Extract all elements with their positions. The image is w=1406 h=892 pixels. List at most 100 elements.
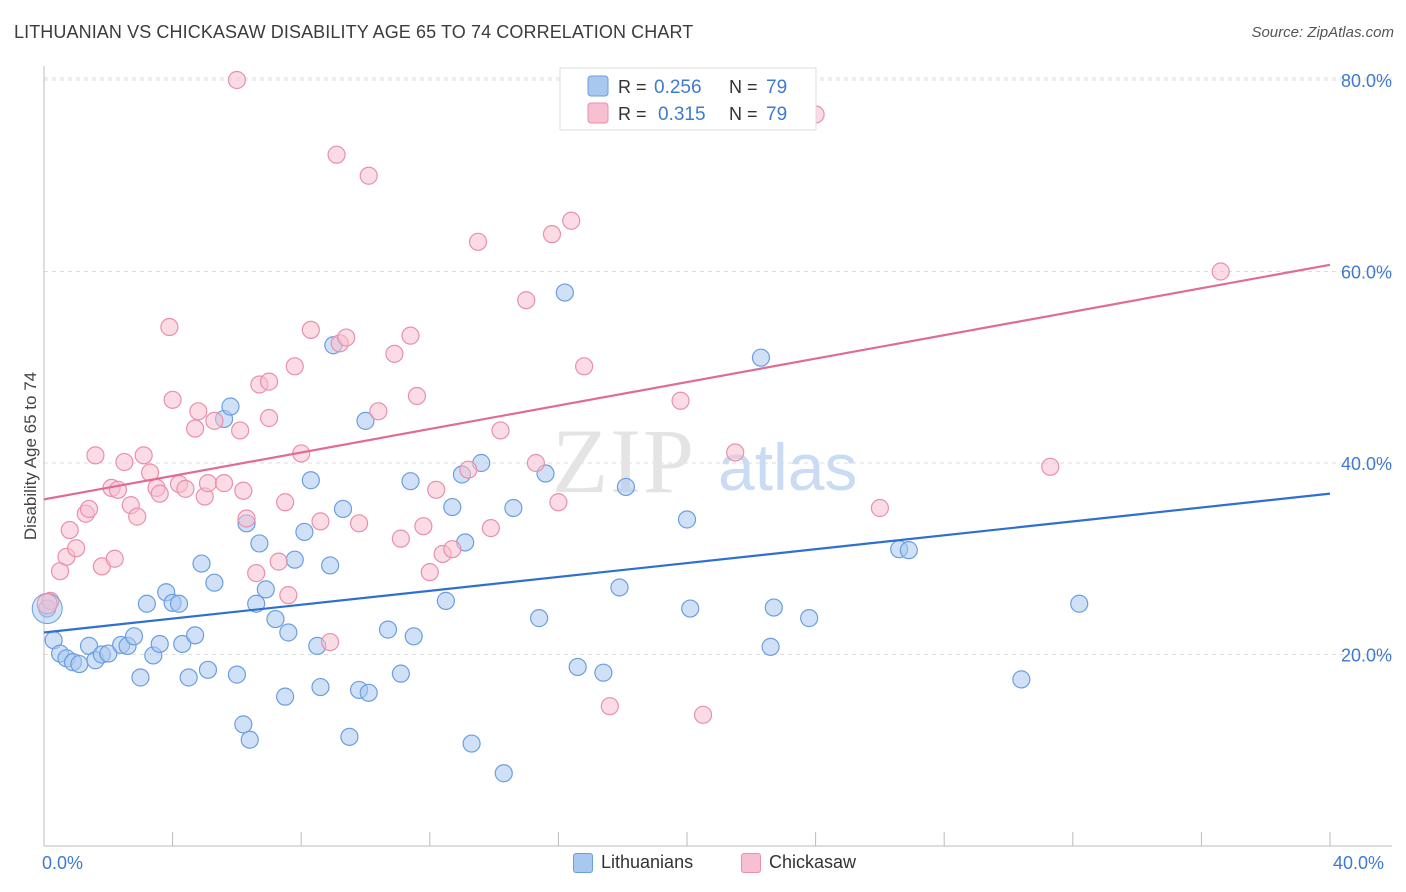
point-lithuanians <box>186 626 205 645</box>
legend-item-chickasaw: Chickasaw <box>741 852 856 873</box>
point-lithuanians <box>443 497 462 517</box>
point-lithuanians <box>494 764 513 783</box>
point-lithuanians <box>279 623 298 642</box>
axes <box>43 66 1392 847</box>
point-chickasaw <box>414 517 433 536</box>
point-chickasaw <box>86 446 105 465</box>
point-lithuanians <box>240 730 259 749</box>
point-chickasaw <box>160 317 179 337</box>
y-tick-label: 20.0% <box>1341 646 1392 666</box>
point-chickasaw <box>67 539 86 558</box>
point-lithuanians <box>247 594 266 613</box>
point-chickasaw <box>115 452 134 472</box>
point-lithuanians <box>234 715 253 734</box>
point-chickasaw <box>231 421 250 440</box>
point-chickasaw <box>369 402 388 421</box>
point-chickasaw <box>391 529 410 548</box>
point-chickasaw <box>269 552 288 571</box>
point-chickasaw <box>176 479 195 498</box>
legend-n-label-blue: N = <box>729 77 758 97</box>
point-lithuanians <box>333 499 353 519</box>
legend-top: R = 0.256 N = 79 R = 0.315 N = 79 <box>559 67 817 131</box>
point-chickasaw <box>1211 262 1230 281</box>
point-chickasaw <box>401 326 420 345</box>
point-lithuanians <box>568 657 587 677</box>
point-chickasaw <box>234 481 253 500</box>
point-lithuanians <box>301 471 320 490</box>
point-lithuanians <box>530 609 549 628</box>
point-chickasaw <box>427 480 446 499</box>
point-lithuanians <box>751 348 771 367</box>
point-chickasaw <box>227 70 246 90</box>
point-lithuanians <box>321 556 340 575</box>
watermark-zip: ZIP <box>552 410 696 512</box>
point-cluster-chickasaw <box>36 593 58 615</box>
point-lithuanians <box>256 580 275 599</box>
point-chickasaw <box>128 507 147 526</box>
point-chickasaw <box>870 498 890 518</box>
point-lithuanians <box>899 541 918 560</box>
legend-label-chickasaw: Chickasaw <box>769 852 857 872</box>
point-chickasaw <box>321 632 340 652</box>
point-chickasaw <box>134 446 153 465</box>
legend-bottom: Lithuanians Chickasaw <box>0 852 1406 878</box>
point-lithuanians <box>555 283 574 302</box>
point-chickasaw <box>517 291 536 310</box>
point-chickasaw <box>79 499 99 519</box>
point-lithuanians <box>173 634 192 654</box>
legend-swatch-blue <box>587 75 609 97</box>
point-lithuanians <box>356 411 375 430</box>
point-chickasaw <box>60 520 79 540</box>
point-lithuanians <box>610 578 629 597</box>
point-chickasaw <box>301 320 320 340</box>
point-chickasaw <box>205 411 224 430</box>
point-chickasaw <box>526 453 545 473</box>
trend-line-lithuanians <box>43 492 1331 634</box>
point-chickasaw <box>163 390 182 409</box>
point-chickasaw <box>150 484 169 503</box>
point-chickasaw <box>459 460 478 479</box>
point-lithuanians <box>266 609 285 629</box>
point-chickasaw <box>549 493 568 512</box>
point-chickasaw <box>726 443 745 462</box>
point-lithuanians <box>462 734 481 753</box>
point-lithuanians <box>295 522 314 542</box>
point-chickasaw <box>349 514 369 533</box>
point-chickasaw <box>327 145 346 164</box>
legend-r-label-blue: R = <box>618 77 647 97</box>
point-chickasaw <box>359 166 378 185</box>
point-chickasaw <box>407 386 427 406</box>
data-points <box>31 70 1230 783</box>
point-lithuanians <box>340 727 359 746</box>
point-chickasaw <box>259 372 279 391</box>
point-lithuanians <box>800 609 819 628</box>
y-axis-label: Disability Age 65 to 74 <box>21 372 40 540</box>
point-chickasaw <box>542 225 562 244</box>
point-lithuanians <box>70 654 89 674</box>
point-lithuanians <box>616 477 636 497</box>
point-chickasaw <box>443 540 462 559</box>
point-lithuanians <box>594 663 613 682</box>
point-chickasaw <box>575 357 594 376</box>
trend-lines <box>43 263 1331 634</box>
y-tick-label: 60.0% <box>1341 263 1392 283</box>
chart-title: LITHUANIAN VS CHICKASAW DISABILITY AGE 6… <box>14 22 694 42</box>
legend-label-lithuanians: Lithuanians <box>601 852 694 872</box>
point-chickasaw <box>285 357 304 376</box>
point-chickasaw <box>562 211 581 230</box>
point-lithuanians <box>227 665 246 684</box>
y-tick-label: 40.0% <box>1341 454 1392 474</box>
point-lithuanians <box>137 594 156 613</box>
point-chickasaw <box>693 705 713 724</box>
point-chickasaw <box>214 474 234 493</box>
x-tick-label-max: 40.0% <box>1333 853 1385 873</box>
point-chickasaw <box>337 328 356 347</box>
point-chickasaw <box>247 564 266 583</box>
point-lithuanians <box>276 687 295 706</box>
point-lithuanians <box>404 627 423 646</box>
point-lithuanians <box>192 554 211 573</box>
point-chickasaw <box>237 509 256 528</box>
legend-n-value-blue: 79 <box>766 77 787 98</box>
point-lithuanians <box>1070 594 1089 613</box>
